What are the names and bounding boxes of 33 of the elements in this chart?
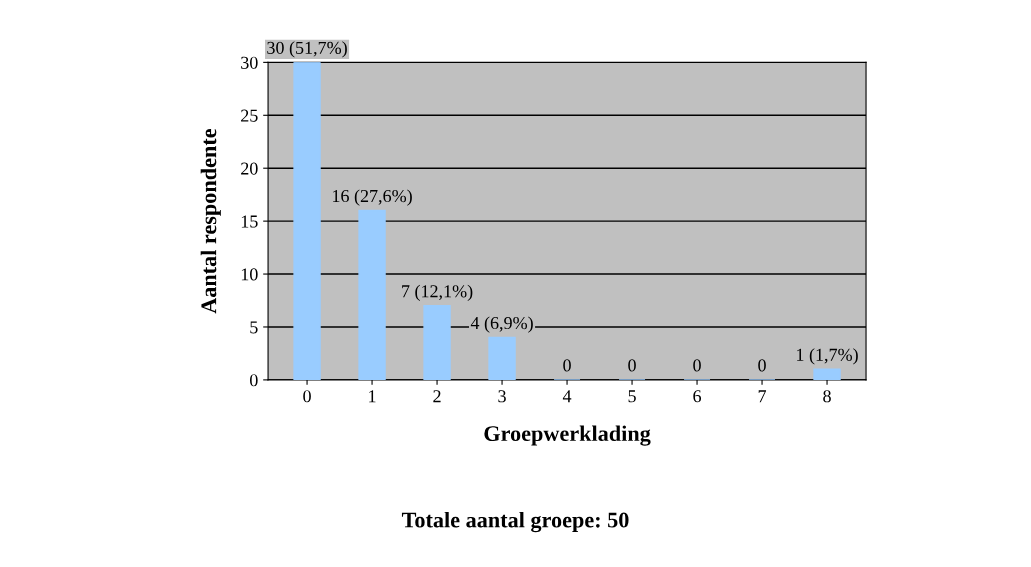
y-tick-label: 10: [241, 268, 258, 281]
x-tick-label: 8: [823, 390, 831, 403]
data-label: 0: [563, 359, 571, 372]
x-tick-label: 3: [498, 390, 506, 403]
x-tick-label: 5: [628, 390, 636, 403]
data-label: 0: [628, 359, 636, 372]
data-label: 4 (6,9%): [470, 316, 533, 333]
y-axis-title: Aantal respondente: [200, 129, 221, 314]
x-axis-title: Groepwerklading: [484, 425, 651, 446]
bar: [358, 209, 386, 380]
x-tick-label: 0: [303, 390, 311, 403]
text: Totale aantal groepe: 50: [401, 511, 629, 533]
data-label: 0: [758, 359, 766, 372]
bar: [813, 368, 841, 380]
y-tick-label: 15: [241, 215, 258, 228]
x-tick-label: 4: [562, 390, 572, 403]
x-tick-label: 2: [433, 390, 441, 403]
y-tick-label: 0: [250, 374, 258, 387]
bar: [423, 305, 451, 380]
data-label: 30 (51,7%): [267, 41, 347, 58]
y-tick-label: 20: [241, 162, 258, 175]
data-label: 16 (27,6%): [333, 189, 412, 206]
y-tick-label: 30: [241, 56, 258, 69]
x-tick-label: 1: [369, 390, 376, 403]
data-label: 0: [693, 359, 701, 372]
y-tick-label: 25: [241, 109, 258, 122]
data-label: 7 (12,1%): [402, 284, 473, 302]
data-label: 1 (1,7%): [797, 348, 858, 365]
y-tick-label: 5: [250, 321, 258, 334]
x-tick-label: 7: [758, 390, 767, 403]
x-tick-label: 6: [693, 390, 702, 403]
bar: [293, 62, 321, 380]
bar: [488, 336, 516, 380]
